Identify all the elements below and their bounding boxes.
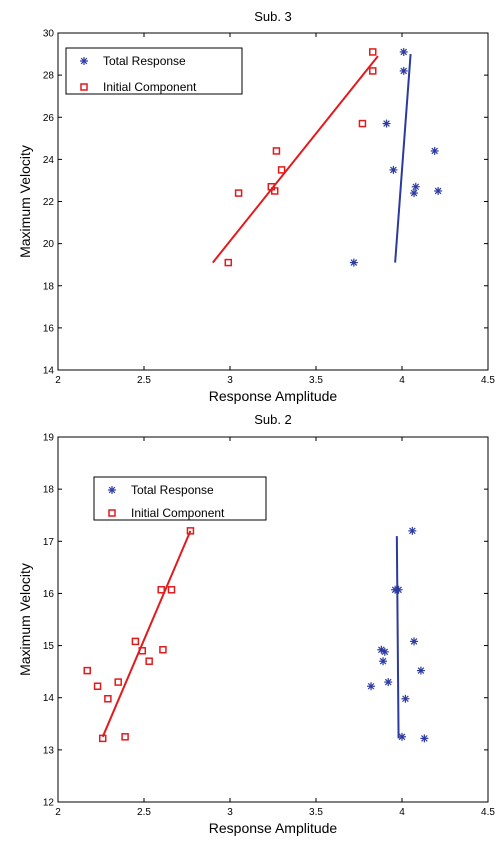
x-axis-label: Response Amplitude — [209, 388, 338, 404]
y-tick-label: 20 — [43, 239, 55, 250]
y-tick-label: 18 — [43, 281, 55, 292]
data-point — [369, 67, 377, 75]
x-axis-label: Response Amplitude — [209, 820, 338, 836]
data-point — [138, 647, 147, 655]
y-tick-label: 12 — [43, 798, 55, 809]
data-point — [399, 66, 408, 75]
legend-box — [93, 476, 267, 521]
x-tick-label: 4.5 — [481, 807, 495, 818]
data-point — [416, 666, 425, 675]
data-point — [270, 187, 279, 195]
data-point — [380, 647, 389, 656]
legend: Total Response Initial Component — [93, 476, 267, 521]
data-point — [157, 586, 165, 594]
y-tick-label: 17 — [43, 537, 55, 548]
fit-line — [101, 530, 192, 738]
x-tick-label: 4.5 — [481, 375, 495, 386]
series-total-response — [367, 526, 429, 743]
legend-marker — [80, 83, 88, 91]
x-tick-label: 2 — [55, 375, 61, 386]
y-tick-label: 14 — [43, 366, 55, 377]
data-point — [167, 586, 176, 594]
fit-line — [212, 55, 379, 264]
chart-panel-2: 2 2.5 3 3.5 4 4.5 12 13 14 15 16 17 18 19 Sub. 2 Respon… — [17, 412, 495, 836]
x-tick-label: 2 — [55, 807, 61, 818]
x-tick-label: 4 — [399, 807, 405, 818]
y-axis-label: Maximum Velocity — [17, 145, 33, 258]
fit-line — [394, 53, 412, 263]
data-point — [410, 189, 419, 198]
legend-label: Total Response — [103, 54, 186, 68]
data-point — [272, 147, 281, 155]
y-tick-label: 16 — [43, 323, 55, 334]
series-initial-component — [212, 48, 379, 267]
legend-label: Initial Component — [103, 80, 197, 94]
x-tick-label: 2.5 — [137, 807, 151, 818]
data-point — [411, 182, 420, 191]
x-tick-label: 3.5 — [309, 375, 323, 386]
data-point — [121, 733, 129, 741]
data-point — [159, 645, 167, 654]
x-tick-label: 3 — [227, 807, 233, 818]
data-point — [104, 695, 112, 703]
data-point — [186, 527, 195, 535]
fit-line — [395, 536, 400, 739]
data-point — [398, 732, 406, 741]
chart-title: Sub. 2 — [254, 412, 292, 427]
chart-title: Sub. 3 — [254, 9, 292, 24]
data-point — [379, 657, 388, 666]
x-tick-label: 4 — [399, 375, 405, 386]
series-initial-component — [83, 527, 195, 743]
y-tick-label: 13 — [43, 745, 55, 756]
data-point — [401, 694, 410, 703]
data-point — [410, 637, 419, 646]
legend: Total Response Initial Component — [65, 47, 243, 95]
y-tick-label: 24 — [43, 155, 55, 166]
data-point — [234, 189, 243, 197]
y-axis-label: Maximum Velocity — [17, 563, 33, 676]
data-point — [399, 47, 408, 56]
data-point — [114, 678, 122, 686]
data-point — [384, 678, 393, 687]
data-point — [131, 637, 140, 646]
data-point — [98, 734, 107, 743]
y-tick-label: 16 — [43, 589, 55, 600]
y-tick-label: 15 — [43, 641, 55, 652]
series-total-response — [349, 47, 443, 267]
data-point — [382, 119, 391, 128]
x-tick-label: 3 — [227, 375, 233, 386]
legend-marker — [108, 486, 116, 494]
y-tick-label: 14 — [43, 693, 55, 704]
data-point — [394, 585, 403, 594]
y-tick-label: 18 — [43, 485, 55, 496]
data-point — [434, 186, 443, 195]
data-point — [83, 666, 91, 675]
data-point — [224, 258, 233, 267]
legend-label: Total Response — [131, 483, 214, 497]
legend-marker — [80, 57, 88, 65]
data-point — [420, 734, 429, 743]
data-point — [358, 119, 367, 128]
data-point — [430, 146, 439, 155]
legend-label: Initial Component — [131, 506, 225, 520]
legend-box — [65, 47, 243, 95]
legend-marker — [108, 509, 116, 517]
chart-panel-1: 2 2.5 3 3.5 4 4.5 14 16 18 20 22 24 26 28 30 Sub. 3 Resp… — [17, 9, 495, 404]
y-tick-label: 26 — [43, 113, 55, 124]
data-point — [369, 48, 377, 56]
data-point — [367, 682, 376, 691]
data-point — [349, 258, 358, 267]
x-tick-label: 3.5 — [309, 807, 323, 818]
y-tick-label: 30 — [43, 29, 55, 40]
data-point — [408, 526, 417, 535]
data-point — [389, 165, 398, 174]
data-point — [93, 682, 102, 690]
y-tick-label: 22 — [43, 197, 55, 208]
y-tick-label: 28 — [43, 71, 55, 82]
y-tick-label: 19 — [43, 433, 55, 444]
data-point — [145, 657, 153, 665]
data-point — [277, 166, 286, 174]
x-tick-label: 2.5 — [137, 375, 151, 386]
